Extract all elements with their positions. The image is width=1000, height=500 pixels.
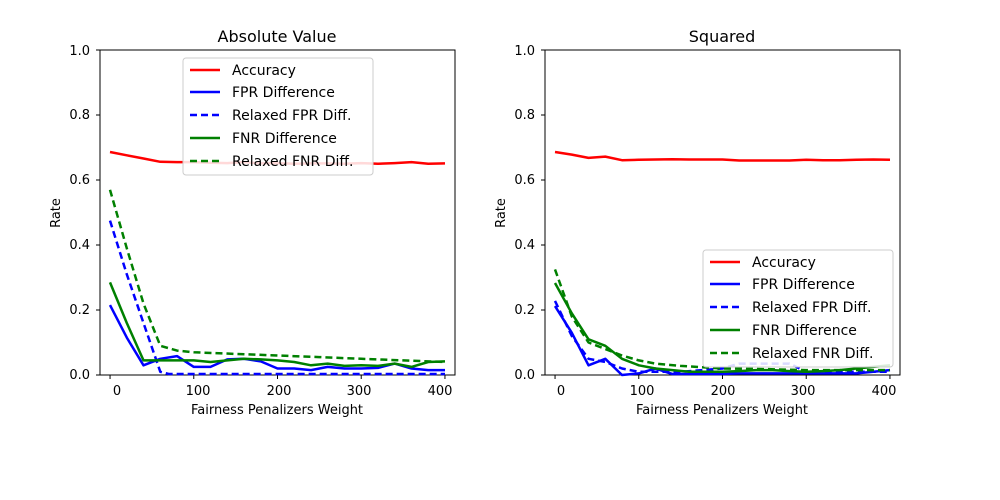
y-tick-label: 1.0 [514, 44, 535, 59]
x-tick-label: 100 [186, 384, 211, 399]
y-tick-label: 0.8 [514, 108, 535, 123]
chart-title: Squared [689, 27, 755, 46]
series-line-accuracy [554, 150, 891, 162]
legend-box [182, 57, 374, 176]
legend-label: Relaxed FNR Diff. [752, 346, 873, 362]
x-tick-label: 0 [557, 384, 565, 399]
legend-box [702, 249, 894, 368]
legend-label: FNR Difference [232, 131, 337, 147]
y-tick-label: 0.0 [514, 368, 535, 383]
series-line-relaxed-fnr-diff [553, 268, 890, 372]
y-axis-label: Rate [494, 198, 509, 228]
x-tick-label: 400 [428, 384, 453, 399]
legend: Accuracy FPR Difference Relaxed FPR Diff… [182, 57, 374, 176]
x-tick-label: 100 [630, 384, 655, 399]
plot-area [541, 49, 901, 379]
legend-label: Relaxed FNR Diff. [232, 154, 353, 170]
y-tick-label: 0.6 [514, 173, 535, 188]
legend-label: Relaxed FPR Diff. [752, 300, 871, 316]
y-tick-label: 0.0 [69, 368, 90, 383]
y-tick-label: 0.8 [69, 108, 90, 123]
legend-label: FPR Difference [752, 277, 855, 293]
y-axis-label: Rate [49, 198, 64, 228]
y-tick-label: 0.2 [514, 303, 535, 318]
y-tick-labels: 0.0 0.2 0.4 0.6 0.8 1.0 [69, 44, 90, 383]
x-tick-label: 0 [113, 384, 121, 399]
legend-label: FPR Difference [232, 85, 335, 101]
legend: Accuracy FPR Difference Relaxed FPR Diff… [702, 249, 894, 368]
x-axis-label: Fairness Penalizers Weight [636, 403, 808, 418]
y-tick-label: 1.0 [69, 44, 90, 59]
series-line-relaxed-fpr-diff [108, 220, 445, 376]
legend-label: Relaxed FPR Diff. [232, 108, 351, 124]
y-tick-label: 0.4 [69, 238, 90, 253]
x-tick-label: 200 [267, 384, 292, 399]
x-tick-labels: 0 100 200 300 400 [557, 384, 897, 399]
chart-squared: Squared Rate Fairness Penalizers Weight … [494, 27, 901, 418]
series-line-fnr-difference [108, 281, 446, 369]
legend-label: Accuracy [232, 63, 296, 79]
y-tick-label: 0.4 [514, 238, 535, 253]
chart-absolute-value: Absolute Value Rate Fairness Penalizers … [49, 27, 456, 418]
y-tick-label: 0.2 [69, 303, 90, 318]
x-axis-label: Fairness Penalizers Weight [191, 403, 363, 418]
x-tick-label: 300 [347, 384, 372, 399]
legend-label: FNR Difference [752, 323, 857, 339]
x-tick-label: 400 [872, 384, 897, 399]
y-tick-labels: 0.0 0.2 0.4 0.6 0.8 1.0 [514, 44, 535, 383]
legend-label: Accuracy [752, 255, 816, 271]
y-tick-label: 0.6 [69, 173, 90, 188]
chart-title: Absolute Value [218, 27, 337, 46]
x-tick-label: 300 [791, 384, 816, 399]
x-tick-label: 200 [711, 384, 736, 399]
x-tick-labels: 0 100 200 300 400 [113, 384, 453, 399]
